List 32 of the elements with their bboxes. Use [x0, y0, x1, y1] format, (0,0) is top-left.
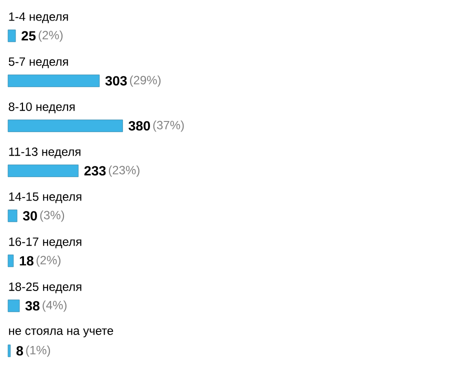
- annotation: (2%): [36, 256, 60, 267]
- annotation: (3%): [40, 210, 64, 222]
- y-tick-label: 18-25 неделя: [9, 282, 82, 294]
- text: (29%): [130, 76, 161, 87]
- annotation: (4%): [42, 300, 66, 312]
- y-tick-label: 1-4 неделя: [9, 12, 68, 24]
- bar: [8, 120, 123, 132]
- annotation: (23%): [108, 166, 140, 177]
- data-label: 303: [105, 76, 127, 86]
- bar: [8, 344, 11, 358]
- text: (37%): [153, 120, 184, 132]
- data-label: 25: [22, 31, 36, 41]
- data-label: 8: [16, 346, 24, 356]
- data-label: 233: [84, 166, 106, 176]
- bar: [8, 210, 18, 222]
- y-tick-label: 8-10 неделя: [8, 102, 75, 114]
- bar: [8, 30, 16, 42]
- y-tick-label: 14-15 неделя: [9, 192, 82, 204]
- data-label: 38: [25, 301, 40, 311]
- bar: [8, 164, 79, 178]
- data-label: 380: [128, 121, 150, 131]
- y-tick-label: 11-13 неделя: [9, 147, 80, 158]
- y-tick-label: не стояла на учете: [9, 328, 114, 338]
- bar: [8, 254, 14, 268]
- bar: [8, 74, 100, 88]
- annotation: (1%): [26, 346, 50, 357]
- annotation: (2%): [38, 30, 63, 42]
- data-label: 18: [20, 256, 34, 266]
- y-tick-label: 5-7 неделя: [8, 58, 68, 68]
- y-tick-label: 16-17 неделя: [9, 237, 82, 248]
- bar: [8, 300, 20, 312]
- data-label: 30: [22, 211, 37, 221]
